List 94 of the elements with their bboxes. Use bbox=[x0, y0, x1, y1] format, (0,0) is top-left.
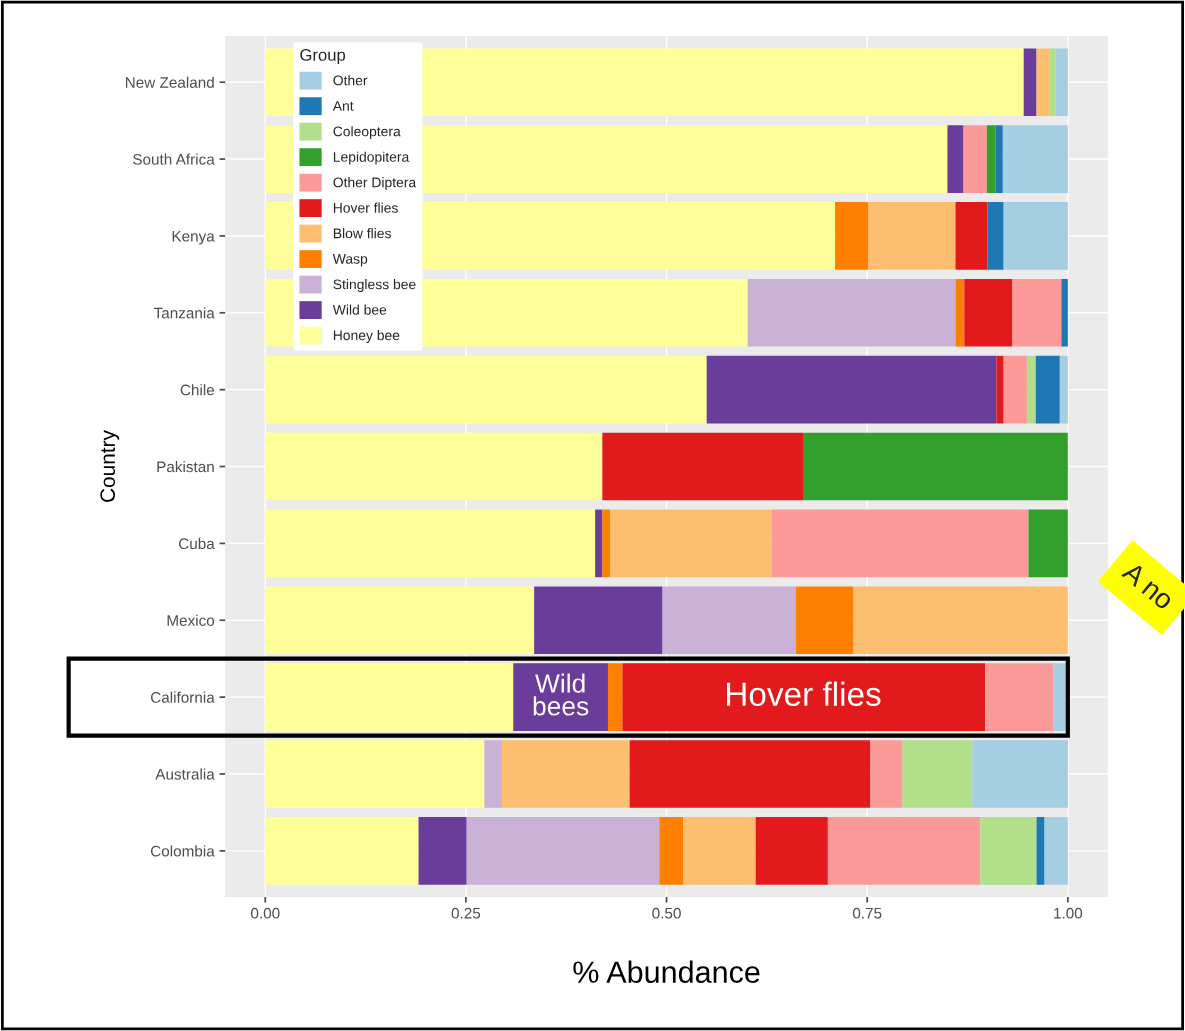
y-tick-label: New Zealand bbox=[125, 76, 214, 88]
y-tick-label: South Africa bbox=[133, 153, 215, 165]
legend-label: Lepidopitera bbox=[333, 151, 410, 165]
bar bbox=[683, 817, 756, 885]
legend-label: Wasp bbox=[332, 254, 368, 267]
bar bbox=[1059, 355, 1068, 424]
annotation: Wild bees bbox=[533, 673, 589, 716]
y-tick-label: Cuba bbox=[178, 537, 215, 550]
bar bbox=[484, 740, 503, 808]
bar bbox=[662, 586, 796, 655]
bar bbox=[659, 817, 684, 885]
y-tick-label: Kenya bbox=[172, 230, 215, 245]
legend-label: Hover flies bbox=[333, 202, 398, 213]
bar bbox=[607, 663, 623, 731]
bar bbox=[1035, 355, 1060, 424]
legend-label: Other bbox=[333, 75, 368, 86]
bar bbox=[835, 202, 869, 270]
bar bbox=[1026, 355, 1036, 424]
legend-label: Honey bee bbox=[333, 330, 400, 343]
bar bbox=[955, 278, 965, 347]
y-tick-label: Tanzania bbox=[153, 307, 215, 319]
y-tick-label: Colombia bbox=[150, 845, 215, 857]
bar bbox=[955, 202, 988, 270]
bar bbox=[1044, 817, 1068, 885]
y-axis-title: Country bbox=[100, 430, 120, 502]
legend-title: Group bbox=[300, 49, 346, 65]
x-tick-label: 1.00 bbox=[1054, 907, 1083, 919]
bar bbox=[1003, 202, 1068, 270]
bar bbox=[1003, 355, 1027, 424]
bar bbox=[803, 432, 1068, 501]
bar bbox=[986, 125, 996, 193]
bar bbox=[747, 278, 956, 347]
bar bbox=[771, 509, 1029, 578]
bar bbox=[853, 586, 1068, 655]
y-tick-label: Pakistan bbox=[157, 460, 214, 473]
x-tick-label: 0.00 bbox=[251, 907, 280, 919]
bar bbox=[602, 509, 611, 578]
bar bbox=[964, 278, 1013, 347]
bar bbox=[985, 663, 1054, 731]
bar bbox=[706, 355, 997, 424]
bar bbox=[418, 817, 467, 885]
x-axis-title: % Abundance bbox=[573, 960, 760, 983]
bar bbox=[980, 817, 1037, 885]
bar bbox=[963, 125, 987, 193]
bar bbox=[996, 355, 1004, 424]
bar bbox=[534, 586, 663, 655]
bar bbox=[595, 509, 603, 578]
bar bbox=[795, 586, 854, 655]
x-tick-label: 0.50 bbox=[652, 907, 681, 919]
bar bbox=[1061, 278, 1068, 347]
y-tick-label: Mexico bbox=[167, 614, 215, 626]
bar bbox=[995, 125, 1003, 193]
bar bbox=[1049, 48, 1056, 117]
bar bbox=[265, 586, 535, 655]
bar bbox=[513, 663, 608, 731]
bar bbox=[265, 740, 485, 808]
annotation: Hover flies bbox=[727, 681, 881, 707]
text: A no bbox=[1121, 560, 1176, 611]
legend-label: Wild bee bbox=[332, 304, 387, 315]
bar bbox=[902, 740, 973, 808]
legend-label: Blow flies bbox=[333, 228, 391, 239]
legend-label: Other Diptera bbox=[333, 177, 417, 191]
bar bbox=[1002, 125, 1068, 193]
x-tick-label: 0.75 bbox=[852, 907, 882, 919]
bar bbox=[466, 817, 660, 885]
bar bbox=[972, 740, 1068, 808]
legend-label: Ant bbox=[332, 101, 354, 111]
x-tick-label: 0.25 bbox=[451, 907, 481, 919]
bar bbox=[1023, 48, 1037, 117]
bar bbox=[827, 817, 981, 885]
bar bbox=[265, 355, 707, 424]
bar bbox=[1028, 509, 1068, 578]
bar bbox=[502, 740, 630, 808]
bar bbox=[610, 509, 772, 578]
bar bbox=[755, 817, 828, 885]
bar bbox=[987, 202, 1004, 270]
y-tick-label: Chile bbox=[180, 384, 215, 396]
y-tick-label: Australia bbox=[155, 768, 215, 780]
legend-label: Stingless bee bbox=[333, 279, 416, 292]
bar bbox=[265, 817, 419, 885]
bar bbox=[1036, 817, 1045, 885]
bar bbox=[947, 125, 964, 193]
bar bbox=[265, 509, 596, 578]
bar bbox=[265, 432, 603, 501]
bar bbox=[265, 663, 514, 731]
bar bbox=[602, 432, 803, 501]
legend-label: Coleoptera bbox=[333, 126, 401, 140]
bar bbox=[1055, 48, 1068, 117]
bar bbox=[868, 202, 956, 270]
bar bbox=[1036, 48, 1050, 117]
y-tick-label: California bbox=[150, 691, 215, 703]
bar bbox=[870, 740, 903, 808]
bar bbox=[629, 740, 871, 808]
bar bbox=[1012, 278, 1062, 347]
